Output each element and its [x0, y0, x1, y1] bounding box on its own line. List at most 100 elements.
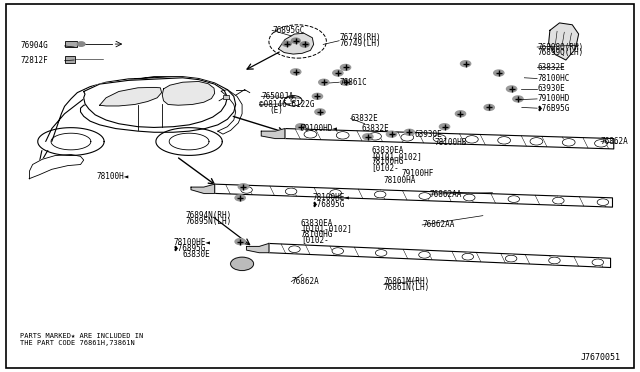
Text: [0102-: [0102- — [371, 163, 399, 172]
Circle shape — [319, 79, 329, 85]
Text: 63830E: 63830E — [182, 250, 211, 259]
Polygon shape — [269, 243, 611, 267]
Text: 63830EA: 63830EA — [371, 146, 403, 155]
Circle shape — [456, 111, 466, 117]
Circle shape — [291, 69, 301, 75]
Circle shape — [363, 134, 373, 140]
Circle shape — [304, 131, 317, 138]
Polygon shape — [246, 243, 269, 253]
Text: 76862A: 76862A — [601, 137, 628, 146]
Circle shape — [230, 257, 253, 270]
Text: 76862A: 76862A — [291, 277, 319, 286]
Text: 78100HE◄: 78100HE◄ — [173, 238, 210, 247]
Circle shape — [340, 64, 351, 70]
Polygon shape — [261, 129, 285, 138]
Text: 78100HG: 78100HG — [301, 230, 333, 239]
Text: PARTS MARKED★ ARE INCLUDED IN: PARTS MARKED★ ARE INCLUDED IN — [20, 333, 143, 339]
Text: 76862AA: 76862AA — [430, 190, 462, 199]
Text: ©08146-6122G: ©08146-6122G — [259, 100, 315, 109]
FancyBboxPatch shape — [65, 41, 77, 47]
Circle shape — [595, 140, 607, 147]
Polygon shape — [285, 129, 614, 149]
Text: 78100HG: 78100HG — [371, 157, 403, 166]
Circle shape — [374, 191, 386, 198]
Text: 76749(LH): 76749(LH) — [339, 39, 381, 48]
Text: ©: © — [289, 96, 298, 105]
Circle shape — [462, 253, 474, 260]
Circle shape — [235, 238, 245, 244]
Circle shape — [296, 124, 306, 130]
Text: 78100HE◄: 78100HE◄ — [312, 193, 349, 202]
Circle shape — [493, 70, 504, 76]
Circle shape — [563, 139, 575, 146]
Text: 63830EA: 63830EA — [301, 219, 333, 228]
Circle shape — [241, 186, 252, 193]
Text: 76894N(RH): 76894N(RH) — [186, 211, 232, 220]
Circle shape — [340, 79, 351, 85]
Circle shape — [419, 193, 431, 199]
Text: 76895GC: 76895GC — [272, 26, 305, 35]
Text: 76898Q(RH): 76898Q(RH) — [537, 42, 584, 51]
FancyBboxPatch shape — [223, 95, 229, 99]
Polygon shape — [100, 87, 162, 106]
Text: 79100HD◄: 79100HD◄ — [301, 124, 338, 133]
Circle shape — [404, 129, 415, 135]
Polygon shape — [84, 78, 227, 128]
Text: 79100HF: 79100HF — [401, 169, 433, 177]
Text: 72812F: 72812F — [21, 56, 49, 65]
Text: 76904G: 76904G — [21, 41, 49, 51]
Circle shape — [419, 251, 430, 258]
Text: [0102-: [0102- — [301, 235, 328, 244]
Circle shape — [552, 197, 564, 204]
Text: 63832E: 63832E — [351, 114, 378, 123]
Circle shape — [401, 134, 413, 141]
Polygon shape — [548, 23, 579, 60]
Circle shape — [433, 135, 446, 142]
Circle shape — [465, 136, 478, 143]
Text: 78100H◄: 78100H◄ — [96, 172, 129, 181]
Circle shape — [461, 61, 470, 67]
Circle shape — [508, 196, 520, 202]
Text: ❥76B95G: ❥76B95G — [537, 104, 570, 113]
Circle shape — [592, 259, 604, 266]
Text: 78100HC: 78100HC — [537, 74, 570, 83]
Polygon shape — [29, 154, 84, 179]
Text: 76862AA: 76862AA — [422, 221, 454, 230]
Polygon shape — [163, 81, 214, 105]
Text: J7670051: J7670051 — [580, 353, 620, 362]
Text: 76895N(LH): 76895N(LH) — [186, 217, 232, 226]
Polygon shape — [278, 33, 314, 54]
Circle shape — [440, 124, 450, 130]
Text: 76861N(LH): 76861N(LH) — [384, 283, 430, 292]
Circle shape — [282, 41, 291, 46]
Circle shape — [330, 190, 341, 196]
Circle shape — [235, 195, 245, 201]
Circle shape — [597, 199, 609, 205]
Circle shape — [289, 246, 300, 253]
Text: 79100HD: 79100HD — [537, 94, 570, 103]
Circle shape — [548, 257, 560, 264]
Circle shape — [300, 42, 309, 47]
Circle shape — [484, 105, 494, 110]
Circle shape — [506, 255, 517, 262]
Text: 76500JA: 76500JA — [261, 92, 294, 101]
Text: 76899Q(LH): 76899Q(LH) — [537, 48, 584, 57]
Circle shape — [513, 96, 523, 102]
Circle shape — [506, 86, 516, 92]
Circle shape — [387, 131, 397, 137]
Text: [0101-0102]: [0101-0102] — [371, 152, 422, 161]
Circle shape — [530, 138, 543, 145]
Text: 76861C: 76861C — [339, 78, 367, 87]
Text: 78100HA: 78100HA — [384, 176, 416, 185]
Text: 63930E: 63930E — [415, 130, 442, 140]
Text: 78100HB: 78100HB — [435, 138, 467, 147]
Circle shape — [369, 133, 381, 140]
Circle shape — [77, 42, 85, 46]
Text: ❥76895G: ❥76895G — [312, 199, 345, 208]
Text: (E): (E) — [269, 106, 283, 115]
Circle shape — [238, 184, 248, 190]
Circle shape — [463, 194, 475, 201]
Text: 63832E: 63832E — [362, 124, 389, 133]
Circle shape — [285, 188, 297, 195]
Circle shape — [332, 248, 344, 254]
